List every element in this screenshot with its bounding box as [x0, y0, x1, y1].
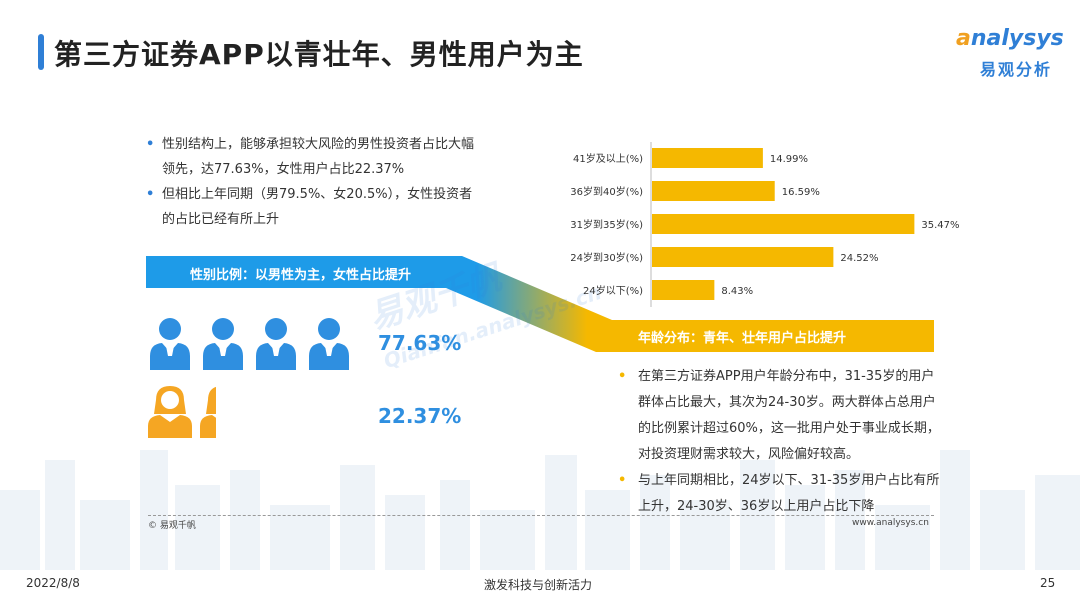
age-bullet-2: 与上年同期相比，24岁以下、31-35岁用户占比有所上升，24-30岁、36岁以… [616, 468, 946, 520]
bar [652, 214, 915, 234]
analysys-logo: analysys [956, 26, 1064, 51]
female-percentage: 22.37% [378, 404, 462, 428]
category-label: 36岁到40岁(%) [570, 185, 643, 198]
footer-divider [148, 515, 934, 516]
bar-value-label: 16.59% [782, 187, 820, 198]
female-icons [148, 386, 216, 438]
analysys-logo-cn: 易观分析 [980, 60, 1053, 79]
bar [652, 148, 763, 168]
age-banner-title: 年龄分布：青年、壮年用户占比提升 [638, 331, 847, 346]
age-bullets: 在第三方证券APP用户年龄分布中，31-35岁的用户群体占比最大，其次为24-3… [616, 364, 946, 520]
category-label: 24岁到30岁(%) [570, 251, 643, 264]
bar-value-label: 8.43% [721, 286, 753, 297]
gender-bullet-2: 但相比上年同期（男79.5%、女20.5%），女性投资者的占比已经有所上升 [146, 182, 476, 232]
slogan: 激发科技与创新活力 [484, 578, 593, 592]
bar [652, 181, 775, 201]
section-banner-band [146, 256, 934, 352]
bar [652, 280, 715, 300]
male-icons [150, 318, 349, 370]
banner-ribbon [146, 256, 934, 352]
gender-bullet-1: 性别结构上，能够承担较大风险的男性投资者占比大幅领先，达77.63%，女性用户占… [146, 132, 476, 182]
bar-value-label: 35.47% [921, 220, 959, 231]
page-number: 25 [1040, 576, 1056, 590]
age-bullet-1: 在第三方证券APP用户年龄分布中，31-35岁的用户群体占比最大，其次为24-3… [616, 364, 946, 468]
category-label: 31岁到35岁(%) [570, 218, 643, 231]
title-accent-bar [38, 34, 44, 70]
bar-value-label: 14.99% [770, 154, 808, 165]
page-title: 第三方证券APP以青壮年、男性用户为主 [54, 38, 584, 71]
city-skyline-background [0, 450, 1080, 570]
source-note: © 易观千帆 [148, 521, 196, 531]
age-bar-chart: 41岁及以上(%) 14.99% 36岁到40岁(%) 16.59% 31岁到35岁(%… [570, 142, 960, 307]
slide-date: 2022/8/8 [26, 576, 80, 590]
category-label: 41岁及以上(%) [573, 152, 643, 165]
bar [652, 247, 834, 267]
gender-bullets: 性别结构上，能够承担较大风险的男性投资者占比大幅领先，达77.63%，女性用户占… [146, 132, 476, 232]
male-percentage: 77.63% [378, 331, 462, 355]
category-label: 24岁以下(%) [583, 284, 643, 297]
gender-banner-title: 性别比例：以男性为主，女性占比提升 [190, 268, 412, 283]
site-url: www.analysys.cn [852, 518, 929, 528]
bar-value-label: 24.52% [840, 253, 878, 264]
